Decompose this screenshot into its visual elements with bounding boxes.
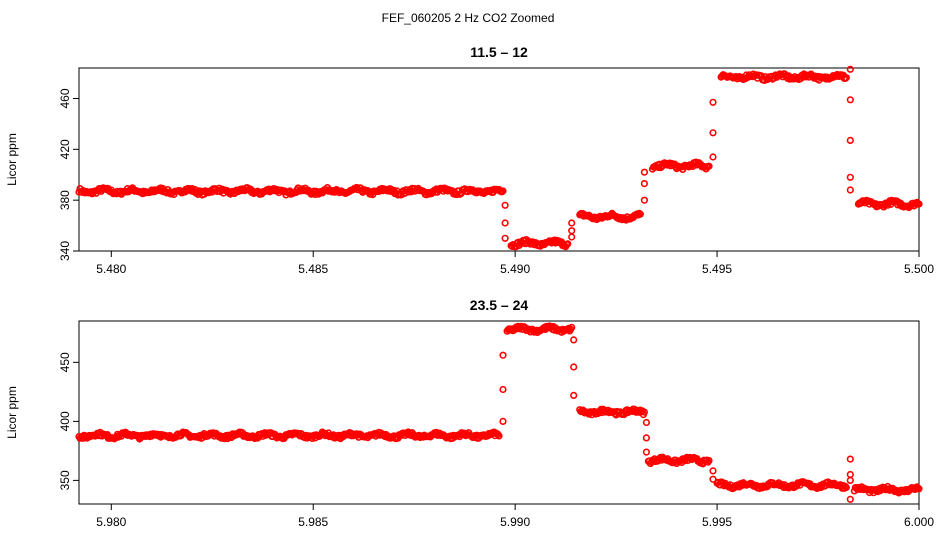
plot-frame [78,67,920,252]
data-point [846,495,854,503]
data-point [499,385,507,394]
data-point [642,434,651,442]
x-tick-label: 5.480 [96,262,126,276]
data-point [846,65,854,73]
y-tick-label: 380 [58,190,72,210]
data-point [915,200,923,208]
data-points [75,65,923,251]
data-point [842,74,850,82]
data-point [568,227,576,235]
y-tick-label: 450 [58,352,72,372]
data-point [846,455,854,463]
y-tick-label: 460 [58,88,72,108]
data-points [75,322,923,503]
data-point [570,336,578,344]
data-point [501,234,509,242]
x-tick-label: 5.995 [702,515,732,529]
x-tick-label: 5.980 [96,515,126,529]
data-point [709,467,717,475]
x-tick-label: 5.490 [500,262,530,276]
top-panel-plot: 11.5 – 12 Licor ppm 5.480 5.485 5.490 5.495 5.… [5,44,934,276]
data-point [709,98,717,106]
x-tick-label: 5.485 [298,262,328,276]
data-point [499,187,507,195]
data-point [499,417,507,426]
data-point [636,210,644,218]
data-point [846,136,854,144]
x-tick-label: 5.985 [298,515,328,529]
data-point [499,351,507,359]
plot-frame [78,320,920,505]
y-tick-label: 340 [58,241,72,261]
bottom-panel-plot: 23.5 – 24 Licor ppm 5.980 5.985 5.990 5.995 6.… [5,297,934,529]
y-tick-label: 400 [58,411,72,431]
data-point [568,323,576,332]
data-point [570,391,578,400]
x-tick-label: 6.000 [904,515,934,529]
data-point [640,168,649,176]
data-point [846,470,854,479]
data-point [842,483,850,492]
data-point [642,418,651,427]
data-point [846,186,854,194]
data-point [846,476,854,485]
data-point [709,475,717,483]
data-point [846,173,854,181]
data-point [501,201,509,209]
data-point [705,457,713,465]
y-axis-label: Licor ppm [5,133,19,186]
data-point [642,448,651,456]
figure-title: FEF_060205 2 Hz CO2 Zoomed [382,11,555,25]
y-tick-label: 350 [58,470,72,490]
data-point [564,240,572,248]
data-point [568,233,576,241]
data-point [705,162,713,170]
y-tick-label: 420 [58,139,72,159]
data-point [709,129,717,137]
data-point [495,432,503,440]
panel-title: 23.5 – 24 [470,297,529,313]
data-point [846,96,854,104]
data-point [570,363,578,371]
data-point [640,180,649,188]
y-axis-label: Licor ppm [5,386,19,439]
panel-title: 11.5 – 12 [470,44,528,60]
x-tick-label: 5.500 [904,262,934,276]
data-point [501,219,509,227]
data-point [640,408,649,416]
data-point [709,153,717,161]
data-point [568,219,576,227]
data-point [640,196,649,204]
x-tick-label: 5.495 [702,262,732,276]
x-tick-label: 5.990 [500,515,530,529]
data-point [915,485,923,493]
